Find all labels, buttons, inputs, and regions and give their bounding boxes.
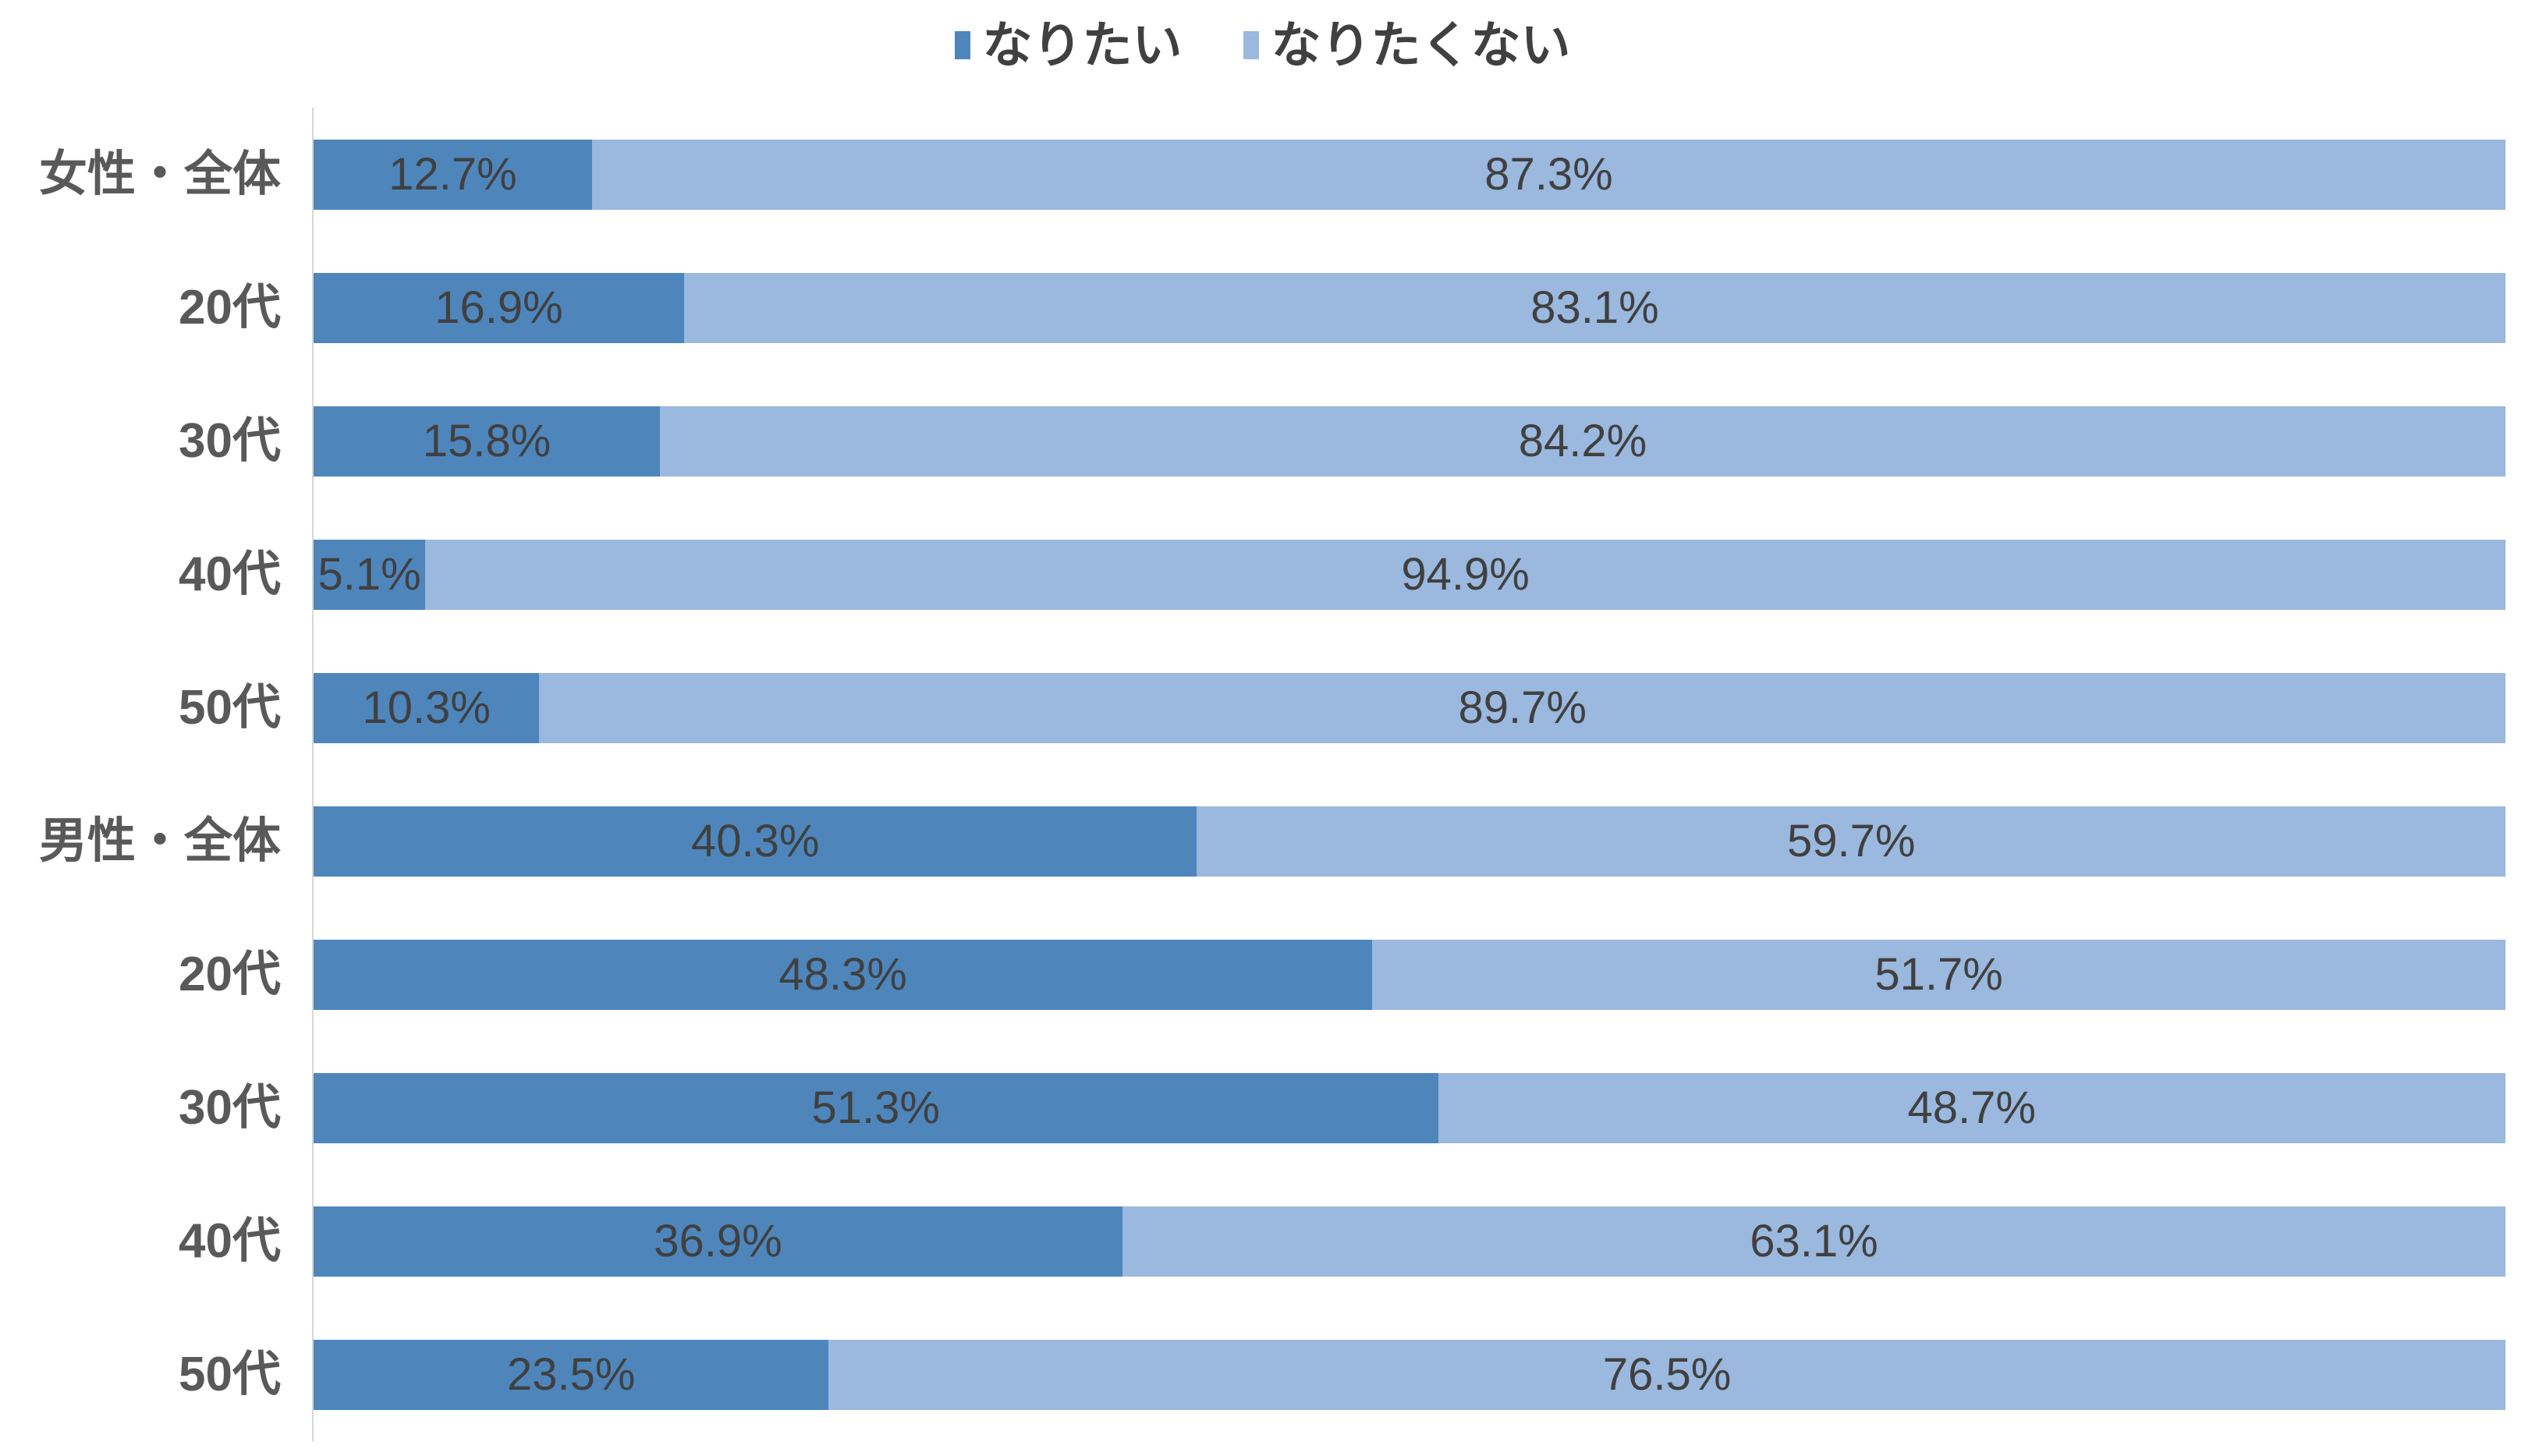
data-label-naritakunai: 87.3% <box>1484 148 1613 200</box>
bar-segment-naritakunai: 83.1% <box>683 272 2505 343</box>
bar-track: 40.3% 59.7% <box>314 806 2505 877</box>
legend-label-naritai: なりたい <box>982 17 1183 73</box>
data-label-naritakunai: 63.1% <box>1750 1215 1878 1266</box>
data-label-naritakunai: 89.7% <box>1458 682 1587 733</box>
data-label-naritakunai: 84.2% <box>1518 415 1647 466</box>
category-label: 20代 <box>179 280 281 335</box>
chart-row: 50代 23.5% 76.5% <box>0 1308 2525 1441</box>
chart-row: 50代 10.3% 89.7% <box>0 641 2525 774</box>
data-label-naritai: 51.3% <box>811 1082 940 1133</box>
legend-swatch-naritai-icon <box>954 31 970 59</box>
legend-item-naritai: なりたい <box>954 17 1183 73</box>
bar-segment-naritakunai: 84.2% <box>659 406 2505 476</box>
category-label: 30代 <box>179 413 281 468</box>
category-label: 40代 <box>179 547 281 601</box>
bar-segment-naritakunai: 59.7% <box>1197 806 2505 877</box>
bar-track: 23.5% 76.5% <box>314 1339 2505 1410</box>
bar-track: 16.9% 83.1% <box>314 272 2505 343</box>
chart-row: 20代 48.3% 51.7% <box>0 908 2525 1041</box>
data-label-naritakunai: 94.9% <box>1401 548 1530 600</box>
category-label: 50代 <box>179 1347 281 1401</box>
y-axis-line <box>312 108 314 1441</box>
category-label: 女性・全体 <box>38 147 281 201</box>
bar-segment-naritai: 5.1% <box>314 539 426 610</box>
chart-row: 女性・全体 12.7% 87.3% <box>0 108 2525 241</box>
category-label: 50代 <box>179 680 281 735</box>
bar-segment-naritakunai: 63.1% <box>1122 1206 2505 1277</box>
bar-segment-naritai: 10.3% <box>314 672 540 743</box>
category-label: 20代 <box>179 947 281 1001</box>
bar-track: 51.3% 48.7% <box>314 1072 2505 1143</box>
data-label-naritai: 15.8% <box>422 415 551 466</box>
chart-row: 20代 16.9% 83.1% <box>0 241 2525 374</box>
chart-row: 40代 36.9% 63.1% <box>0 1174 2525 1308</box>
bar-segment-naritai: 16.9% <box>314 272 684 343</box>
chart-row: 男性・全体 40.3% 59.7% <box>0 774 2525 908</box>
data-label-naritai: 48.3% <box>778 948 907 1000</box>
data-label-naritai: 5.1% <box>317 548 421 600</box>
bar-segment-naritai: 40.3% <box>314 806 1197 877</box>
bar-segment-naritai: 23.5% <box>314 1339 829 1410</box>
data-label-naritakunai: 83.1% <box>1530 282 1659 333</box>
bar-track: 15.8% 84.2% <box>314 406 2505 476</box>
data-label-naritakunai: 76.5% <box>1602 1348 1732 1400</box>
chart-row: 40代 5.1% 94.9% <box>0 508 2525 641</box>
bar-track: 36.9% 63.1% <box>314 1206 2505 1277</box>
bar-track: 5.1% 94.9% <box>314 539 2505 610</box>
bar-segment-naritakunai: 48.7% <box>1438 1072 2505 1143</box>
bar-segment-naritai: 48.3% <box>314 939 1373 1010</box>
bar-track: 10.3% 89.7% <box>314 672 2505 743</box>
bar-segment-naritakunai: 89.7% <box>539 672 2505 743</box>
bar-track: 12.7% 87.3% <box>314 139 2505 210</box>
data-label-naritai: 23.5% <box>506 1348 636 1400</box>
bar-segment-naritakunai: 94.9% <box>425 539 2505 610</box>
data-label-naritakunai: 59.7% <box>1786 815 1916 866</box>
chart-row: 30代 51.3% 48.7% <box>0 1041 2525 1174</box>
plot-area: 女性・全体 12.7% 87.3% 20代 16.9% 83.1% 30代 15.8% 84.2… <box>0 108 2525 1441</box>
bar-segment-naritakunai: 76.5% <box>828 1339 2505 1410</box>
data-label-naritai: 36.9% <box>654 1215 782 1266</box>
bar-track: 48.3% 51.7% <box>314 939 2505 1010</box>
category-label: 40代 <box>179 1213 281 1268</box>
data-label-naritai: 10.3% <box>362 682 491 733</box>
data-label-naritai: 16.9% <box>434 282 563 333</box>
bar-segment-naritai: 36.9% <box>314 1206 1122 1277</box>
bar-segment-naritai: 15.8% <box>314 406 660 476</box>
category-label: 30代 <box>179 1080 281 1135</box>
legend-swatch-naritakunai-icon <box>1243 31 1259 59</box>
bar-segment-naritai: 51.3% <box>314 1072 1438 1143</box>
bar-segment-naritakunai: 51.7% <box>1372 939 2505 1010</box>
chart-legend: なりたい なりたくない <box>0 8 2525 83</box>
bar-segment-naritai: 12.7% <box>314 139 592 210</box>
data-label-naritai: 12.7% <box>388 148 517 200</box>
legend-item-naritakunai: なりたくない <box>1243 20 1571 70</box>
legend-label-naritakunai: なりたくない <box>1271 17 1571 73</box>
chart-row: 30代 15.8% 84.2% <box>0 374 2525 508</box>
data-label-naritakunai: 51.7% <box>1874 948 2003 1000</box>
category-label: 男性・全体 <box>38 813 281 868</box>
data-label-naritai: 40.3% <box>690 815 820 866</box>
data-label-naritakunai: 48.7% <box>1907 1082 2036 1133</box>
bar-segment-naritakunai: 87.3% <box>591 139 2505 210</box>
